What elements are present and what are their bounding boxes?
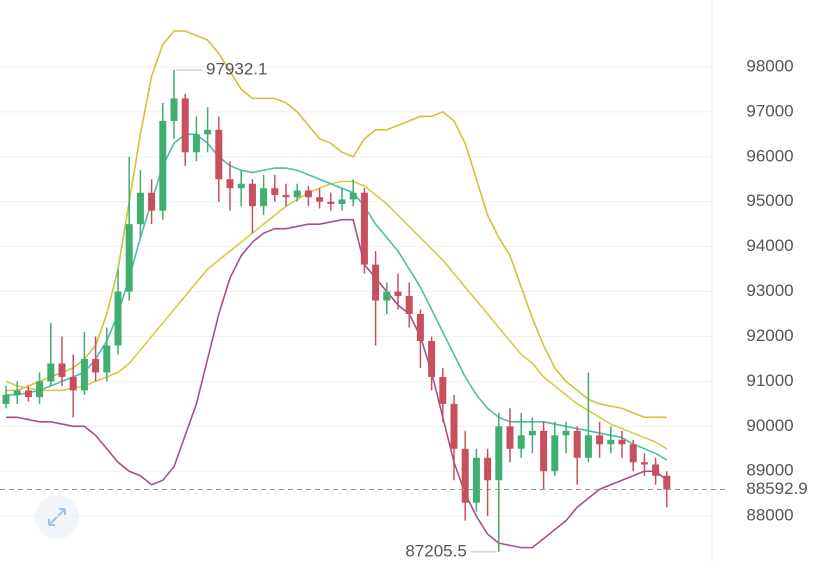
candle-body (125, 224, 133, 292)
low-label: 87205.5 (405, 541, 466, 560)
candle-body (24, 390, 32, 398)
indicator-line (5, 180, 668, 450)
candle-body (450, 403, 458, 449)
candle-body (92, 358, 100, 373)
candle-body (170, 98, 178, 121)
y-tick-label: 91000 (746, 371, 793, 390)
candle-body (260, 188, 268, 207)
candle-body (148, 192, 156, 211)
candle-body (607, 439, 615, 445)
y-tick-label: 98000 (746, 56, 793, 75)
candle-body (506, 426, 514, 449)
candle-body (80, 358, 88, 391)
candle-body (215, 129, 223, 180)
high-label: 97932.1 (206, 59, 267, 78)
candle-body (573, 430, 581, 458)
y-tick-label: 90000 (746, 416, 793, 435)
candle-body (58, 363, 66, 377)
candle-body (237, 183, 245, 189)
candle-body (360, 192, 368, 265)
candle-body (461, 448, 469, 503)
candle-body (652, 464, 660, 476)
candle-body (192, 134, 200, 153)
candle-body (293, 190, 301, 198)
candle-body (495, 426, 503, 481)
expand-button[interactable] (35, 495, 79, 539)
candle-body (472, 457, 480, 503)
candle-body (159, 120, 167, 211)
candle-body (304, 190, 312, 198)
candle-body (383, 291, 391, 301)
y-tick-label: 94000 (746, 236, 793, 255)
candle-body (629, 444, 637, 463)
candle-body (349, 192, 357, 200)
candle-body (405, 296, 413, 315)
last-price-label: 88592.9 (746, 479, 807, 498)
candle-body (584, 435, 592, 458)
candle-body (338, 199, 346, 204)
candle-body (663, 475, 671, 490)
candle-body (47, 363, 55, 382)
candle-body (540, 430, 548, 472)
candle-body (394, 291, 402, 297)
candle-body (316, 197, 324, 202)
y-tick-label: 96000 (746, 146, 793, 165)
candle-body (271, 188, 279, 195)
y-tick-label: 89000 (746, 461, 793, 480)
candle-body (36, 381, 44, 398)
y-tick-label: 95000 (746, 191, 793, 210)
indicator-line (6, 30, 667, 419)
candle-body (327, 201, 335, 204)
candle-body (13, 390, 21, 395)
candle-body (596, 435, 604, 445)
candle-body (114, 291, 122, 346)
candle-body (181, 98, 189, 153)
candle-body (528, 430, 536, 436)
y-tick-label: 92000 (746, 326, 793, 345)
y-tick-label: 97000 (746, 101, 793, 120)
candle-body (136, 192, 144, 225)
candle-body (484, 457, 492, 481)
candle-body (248, 183, 256, 207)
candle-body (2, 394, 10, 404)
candle-body (428, 340, 436, 377)
candle-body (551, 435, 559, 472)
candle-body (517, 435, 525, 449)
candle-body (372, 264, 380, 301)
indicator-line (6, 218, 668, 549)
candle-body (562, 430, 570, 436)
y-tick-label: 93000 (746, 281, 793, 300)
candle-body (103, 345, 111, 373)
last-price-box (728, 476, 826, 503)
candle-body (282, 194, 290, 198)
candle-body (226, 179, 234, 189)
candle-body (204, 129, 212, 135)
y-tick-label: 88000 (746, 506, 793, 525)
candle-body (618, 439, 626, 445)
candle-body (439, 376, 447, 404)
candle-body (640, 462, 648, 465)
candle-body (69, 376, 77, 391)
candle-body (416, 314, 424, 341)
